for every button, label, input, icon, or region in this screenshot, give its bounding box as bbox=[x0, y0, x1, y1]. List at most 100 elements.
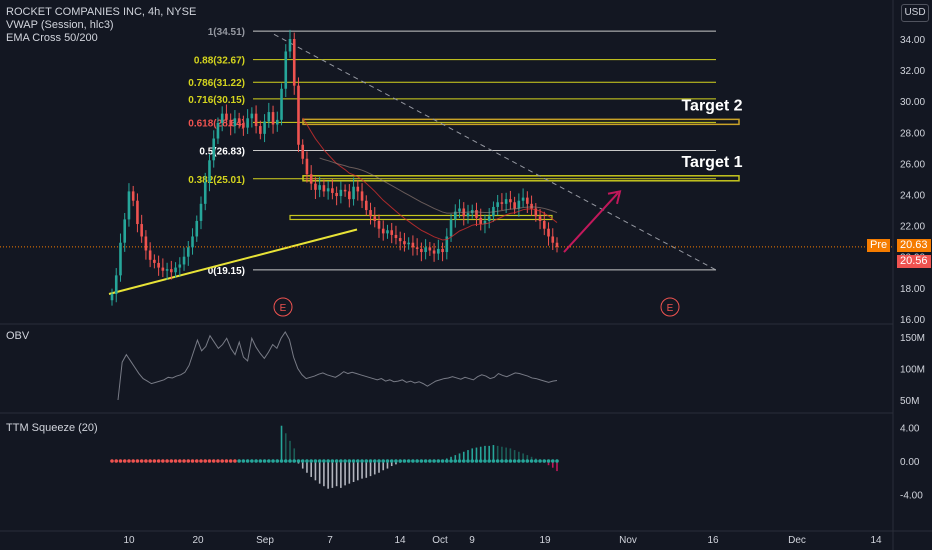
ttm-squeeze-dot bbox=[254, 459, 258, 463]
price-candle bbox=[157, 262, 160, 268]
price-candle bbox=[326, 188, 330, 192]
price-candle bbox=[360, 191, 364, 201]
ttm-squeeze-dot bbox=[428, 459, 432, 463]
ema-50-line bbox=[302, 117, 558, 241]
currency-button[interactable]: USD bbox=[901, 4, 929, 22]
price-candle bbox=[127, 191, 131, 220]
ttm-squeeze-dot bbox=[233, 459, 237, 463]
ttm-squeeze-dot bbox=[169, 459, 174, 463]
price-candle bbox=[271, 112, 275, 125]
price-candle bbox=[356, 186, 360, 192]
ttm-squeeze-dot bbox=[542, 459, 547, 463]
price-candle bbox=[148, 250, 152, 260]
ttm-squeeze-dot bbox=[245, 459, 250, 463]
price-candle bbox=[398, 238, 402, 242]
obv-pane-label[interactable]: OBV bbox=[6, 330, 30, 342]
projection-arrowhead bbox=[607, 190, 622, 205]
ttm-squeeze-dot bbox=[241, 459, 246, 463]
ttm-squeeze-dot bbox=[500, 459, 504, 463]
symbol-title[interactable]: ROCKET COMPANIES INC, 4h, NYSE bbox=[6, 6, 197, 18]
price-candle bbox=[161, 267, 165, 271]
price-candle bbox=[301, 144, 305, 159]
ema-indicator-label[interactable]: EMA Cross 50/200 bbox=[6, 32, 98, 44]
price-candle bbox=[483, 220, 487, 225]
ttm-squeeze-dot bbox=[161, 459, 165, 463]
ttm-squeeze-dot bbox=[165, 459, 169, 463]
target-1-label: Target 1 bbox=[681, 154, 742, 171]
ttm-squeeze-dot bbox=[478, 459, 483, 463]
ttm-squeeze-dot bbox=[122, 459, 127, 463]
price-candle bbox=[178, 264, 182, 268]
ttm-squeeze-dot bbox=[152, 459, 157, 463]
pre-market-tag: Pre bbox=[867, 239, 891, 252]
ttm-squeeze-dot bbox=[114, 459, 119, 463]
ttm-pane-label[interactable]: TTM Squeeze (20) bbox=[6, 422, 98, 434]
price-candle bbox=[233, 118, 237, 127]
ttm-squeeze-dot bbox=[453, 459, 458, 463]
price-tick-label: 30.00 bbox=[900, 97, 925, 108]
price-candle bbox=[386, 230, 389, 234]
ttm-squeeze-dot bbox=[228, 459, 233, 463]
price-candle bbox=[275, 119, 279, 125]
price-candle bbox=[119, 242, 122, 276]
price-candle bbox=[335, 192, 338, 197]
ttm-squeeze-dot bbox=[156, 459, 161, 463]
price-candle bbox=[144, 236, 148, 251]
ttm-tick-label: 4.00 bbox=[900, 423, 920, 434]
price-candle bbox=[288, 39, 292, 52]
price-candle bbox=[191, 236, 194, 248]
ttm-squeeze-dot bbox=[190, 459, 195, 463]
price-candle bbox=[314, 183, 317, 190]
ttm-squeeze-dot bbox=[271, 459, 275, 463]
ttm-squeeze-dot bbox=[364, 459, 369, 463]
price-tick-label: 16.00 bbox=[900, 315, 925, 326]
ttm-squeeze-dot bbox=[457, 459, 462, 463]
price-candle bbox=[403, 241, 406, 245]
price-candle bbox=[504, 199, 508, 204]
price-tick-label: 24.00 bbox=[900, 191, 925, 202]
ttm-squeeze-dot bbox=[178, 459, 182, 463]
ttm-squeeze-dot bbox=[258, 459, 263, 463]
obv-tick-label: 50M bbox=[900, 396, 919, 407]
price-candle bbox=[369, 210, 372, 217]
price-candle bbox=[449, 219, 453, 237]
price-candle bbox=[526, 197, 529, 204]
price-candle bbox=[242, 122, 245, 128]
ttm-squeeze-dot bbox=[292, 459, 297, 463]
ttm-squeeze-dot bbox=[474, 459, 479, 463]
price-candle bbox=[267, 112, 271, 122]
ttm-squeeze-dot bbox=[139, 459, 144, 463]
price-candle bbox=[394, 234, 398, 239]
ttm-squeeze-dot bbox=[313, 459, 318, 463]
ttm-squeeze-dot bbox=[317, 459, 322, 463]
price-candle bbox=[496, 202, 499, 207]
price-candle bbox=[453, 211, 457, 220]
ttm-squeeze-dot bbox=[461, 459, 466, 463]
ttm-squeeze-dot bbox=[445, 459, 449, 463]
price-candle bbox=[475, 210, 478, 218]
target-2-label: Target 2 bbox=[681, 97, 742, 114]
price-candle bbox=[280, 88, 283, 120]
price-candle bbox=[140, 224, 143, 237]
ttm-squeeze-dot bbox=[411, 459, 415, 463]
ttm-squeeze-dot bbox=[237, 459, 241, 463]
pre-price-tag: 20.63 bbox=[897, 239, 931, 252]
ttm-squeeze-dot bbox=[322, 459, 326, 463]
obv-tick-label: 150M bbox=[900, 333, 925, 344]
ttm-squeeze-dot bbox=[224, 459, 229, 463]
obv-line bbox=[117, 330, 558, 401]
fib-level-label: 0.618(28.64) bbox=[188, 118, 245, 129]
price-candle bbox=[458, 208, 461, 212]
price-candle bbox=[225, 113, 228, 120]
ttm-squeeze-dot bbox=[351, 459, 356, 463]
ttm-squeeze-dot bbox=[347, 459, 352, 463]
price-candle bbox=[131, 191, 135, 201]
support-box bbox=[289, 214, 553, 221]
ttm-squeeze-dot bbox=[449, 459, 453, 463]
time-tick-label: 20 bbox=[192, 535, 204, 546]
price-candle bbox=[415, 247, 419, 249]
ttm-squeeze-dot bbox=[262, 459, 267, 463]
vwap-indicator-label[interactable]: VWAP (Session, hlc3) bbox=[6, 19, 114, 31]
price-candle bbox=[542, 220, 546, 229]
price-candle bbox=[259, 126, 262, 134]
